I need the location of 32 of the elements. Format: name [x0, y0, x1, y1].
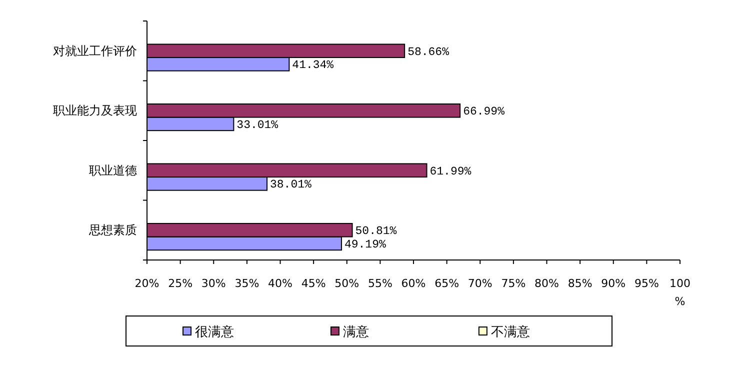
data-label: 66.99%	[463, 106, 505, 119]
data-label: 58.66%	[408, 46, 450, 59]
x-tick-label: 70%	[468, 277, 492, 290]
x-tick-label: 30%	[201, 277, 226, 290]
x-tick-label: 20%	[134, 277, 160, 290]
x-tick-label: 45%	[301, 277, 326, 290]
x-tick-label: 35%	[234, 277, 260, 290]
y-tick-label: 思想素质	[88, 223, 137, 238]
data-label: 49.19%	[344, 238, 386, 252]
x-tick-label: 95%	[634, 277, 659, 290]
data-label: 33.01%	[236, 118, 278, 132]
x-tick-label: 60%	[401, 277, 426, 290]
y-tick-label: 职业能力及表现	[53, 104, 137, 118]
y-tick-label: 职业道德	[89, 163, 137, 178]
data-label: 50.81%	[355, 225, 397, 238]
x-tick-label: 55%	[368, 277, 392, 290]
legend-label: 满意	[342, 325, 369, 340]
x-tick-label: 40%	[268, 277, 292, 290]
x-tick-label: 25%	[168, 277, 193, 290]
x-tick-label: 85%	[568, 277, 592, 290]
data-label: 61.99%	[430, 165, 472, 178]
y-tick-label: 对就业工作评价	[53, 44, 137, 58]
x-tick-label: 50%	[334, 277, 360, 290]
data-label: 41.34%	[292, 59, 334, 72]
legend-label: 不满意	[490, 325, 530, 340]
x-tick-label: 90%	[601, 277, 626, 290]
data-label: 38.01%	[270, 178, 312, 192]
x-tick-label: 65%	[434, 277, 460, 290]
x-tick-label: 80%	[534, 277, 559, 290]
x-tick-label: 75%	[501, 277, 526, 290]
x-tick-label: 100%	[670, 277, 690, 308]
legend-label: 很满意	[195, 325, 234, 340]
